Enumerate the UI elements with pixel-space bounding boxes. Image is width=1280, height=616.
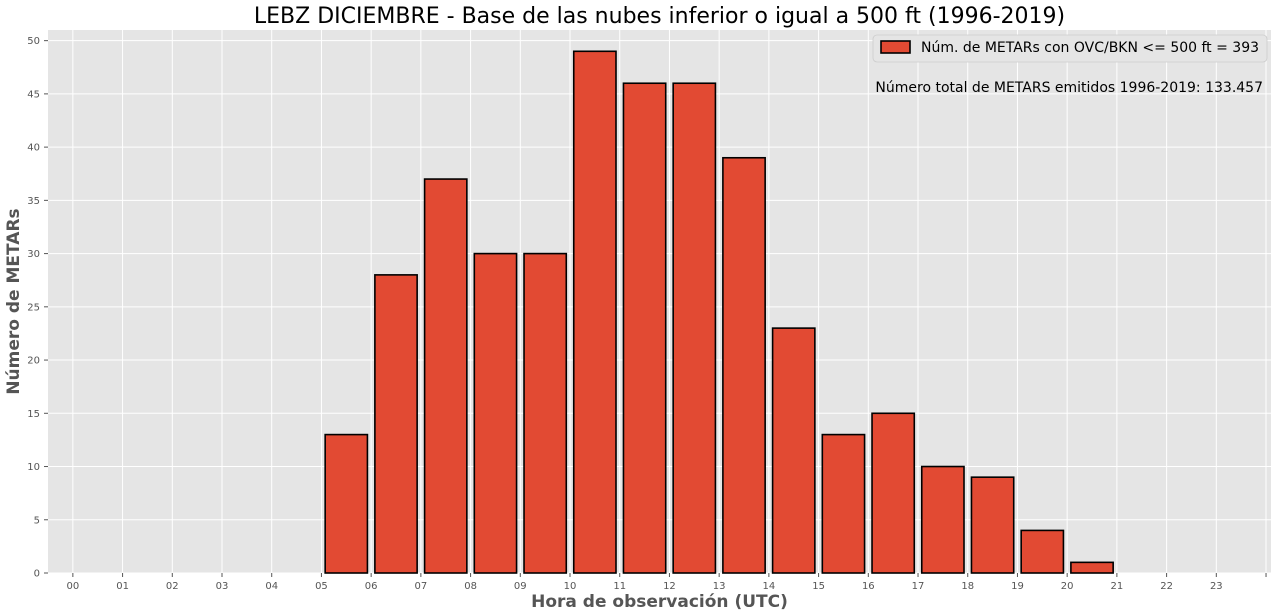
- bar-15: [821, 433, 866, 574]
- bar-14: [771, 327, 816, 574]
- bar-16: [871, 412, 916, 574]
- x-axis-ticks: 00 01 02 03 04 05 06 07 08 09 10 11 12 13 14 15 16 17 18 19…: [66, 573, 1267, 592]
- y-tick-label: 25: [27, 302, 40, 313]
- bar-10: [572, 50, 617, 574]
- x-tick-label: 14: [763, 581, 776, 592]
- x-tick-label: 22: [1160, 581, 1173, 592]
- y-tick-label: 15: [27, 409, 40, 420]
- x-tick-label: 17: [912, 581, 925, 592]
- x-tick-label: 16: [862, 581, 875, 592]
- bar-11: [622, 82, 667, 574]
- x-tick-label: 02: [166, 581, 179, 592]
- x-tick-label: 05: [315, 581, 328, 592]
- bar-series: [324, 50, 1114, 574]
- y-tick-label: 10: [27, 462, 40, 473]
- y-tick-label: 20: [27, 356, 40, 367]
- x-tick-label: 06: [365, 581, 378, 592]
- legend: Núm. de METARs con OVC/BKN <= 500 ft = 3…: [872, 34, 1268, 63]
- x-tick-label: 21: [1111, 581, 1124, 592]
- legend-swatch: [880, 40, 911, 54]
- bar-17: [920, 465, 965, 574]
- x-tick-label: 00: [66, 581, 79, 592]
- x-tick-label: 15: [812, 581, 825, 592]
- x-tick-label: 01: [116, 581, 129, 592]
- x-tick-label: 12: [663, 581, 676, 592]
- x-tick-label: 08: [464, 581, 477, 592]
- y-tick-label: 5: [34, 515, 40, 526]
- y-tick-label: 50: [27, 36, 40, 47]
- x-tick-label: 20: [1061, 581, 1074, 592]
- x-tick-label: 04: [265, 581, 278, 592]
- bar-13: [722, 156, 766, 574]
- bar-06: [374, 274, 418, 574]
- y-tick-label: 35: [27, 196, 40, 207]
- bar-18: [970, 476, 1015, 574]
- bar-08: [473, 252, 518, 574]
- x-axis-title: Hora de observación (UTC): [531, 592, 788, 612]
- bar-07: [423, 178, 468, 574]
- y-tick-label: 30: [27, 249, 40, 260]
- bar-20: [1070, 561, 1114, 574]
- y-tick-label: 45: [27, 89, 40, 100]
- y-tick-label: 0: [34, 569, 40, 580]
- legend-box: [872, 34, 1268, 63]
- y-axis-ticks: 0 5 10 15 20 25 30 35 40 45 50: [27, 36, 48, 580]
- x-tick-label: 07: [414, 581, 427, 592]
- bar-05: [324, 433, 369, 574]
- x-tick-label: 11: [613, 581, 626, 592]
- x-tick-label: 19: [1011, 581, 1024, 592]
- x-tick-label: 03: [216, 581, 229, 592]
- bar-09: [523, 252, 568, 574]
- legend-label: Núm. de METARs con OVC/BKN <= 500 ft = 3…: [921, 40, 1259, 56]
- total-metars-annotation: Número total de METARS emitidos 1996-201…: [875, 80, 1263, 96]
- bar-12: [672, 82, 717, 574]
- x-tick-label: 13: [713, 581, 726, 592]
- x-tick-label: 10: [564, 581, 577, 592]
- x-tick-label: 23: [1210, 581, 1223, 592]
- y-tick-label: 40: [27, 143, 40, 154]
- x-tick-label: 09: [514, 581, 527, 592]
- x-tick-label: 18: [961, 581, 974, 592]
- y-axis-title: Número de METARs: [4, 208, 24, 394]
- chart-title: LEBZ DICIEMBRE - Base de las nubes infer…: [254, 4, 1065, 29]
- bar-19: [1020, 529, 1065, 574]
